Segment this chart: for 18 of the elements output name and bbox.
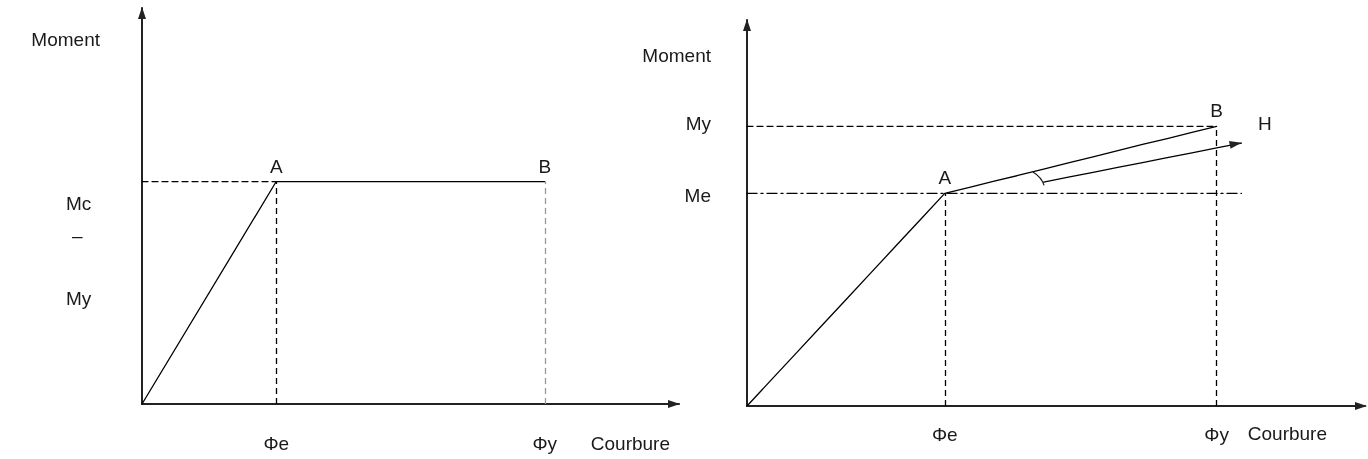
x-tick-label: Φe bbox=[263, 433, 290, 454]
x-axis-title: Courbure bbox=[1247, 423, 1327, 444]
text: My bbox=[66, 287, 92, 309]
annotation: H bbox=[1258, 112, 1272, 134]
x-tick-label: Φy bbox=[532, 433, 558, 454]
annotation: A bbox=[938, 167, 952, 189]
y-axis-title: Moment bbox=[642, 45, 712, 66]
text: My bbox=[685, 112, 712, 134]
x-axis-title: Courbure bbox=[590, 433, 670, 454]
annotation: A bbox=[269, 155, 283, 177]
text: – bbox=[72, 224, 83, 246]
text: Mc bbox=[66, 192, 92, 214]
text: Me bbox=[684, 184, 711, 206]
x-tick-label: Φe bbox=[931, 424, 958, 445]
y-axis-title: Moment bbox=[31, 29, 101, 50]
annotation: B bbox=[1210, 100, 1224, 122]
annotation: B bbox=[538, 155, 552, 177]
x-tick-label: Φy bbox=[1204, 424, 1230, 445]
